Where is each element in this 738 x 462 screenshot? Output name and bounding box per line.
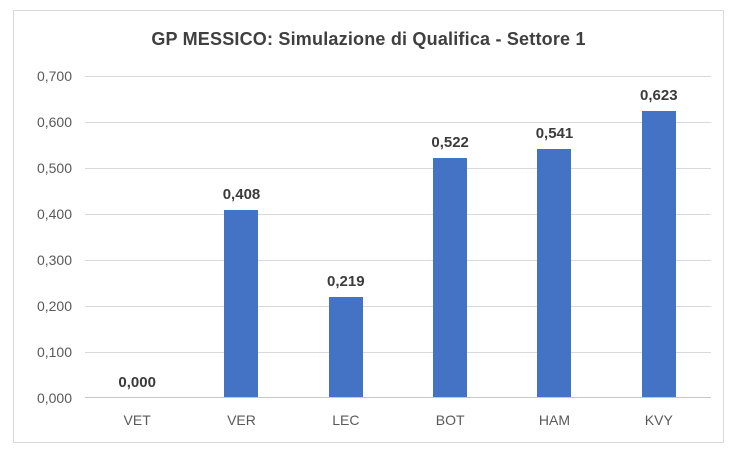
y-axis-tick-labels: 0,000 0,100 0,200 0,300 0,400 0,500 0,600 0,700 bbox=[14, 68, 72, 406]
bar-slot-bot: 0,522 bbox=[398, 76, 502, 398]
gridline bbox=[85, 122, 711, 123]
x-category-label-ham: HAM bbox=[538, 412, 571, 428]
bar-series: 0,000 0,408 0,219 0,522 0,541 0,623 bbox=[85, 76, 711, 398]
value-label-lec: 0,219 bbox=[327, 273, 365, 291]
value-label-ver: 0,408 bbox=[222, 186, 261, 204]
x-category-label-lec: LEC bbox=[332, 412, 360, 428]
gridline bbox=[85, 306, 711, 307]
y-tick-label: 0,100 bbox=[36, 344, 72, 360]
x-category-label-bot: BOT bbox=[435, 412, 465, 428]
y-tick-label: 0,000 bbox=[36, 390, 72, 406]
y-tick-label: 0,300 bbox=[36, 252, 72, 268]
bar-slot-kvy: 0,623 bbox=[607, 76, 711, 398]
value-label-bot: 0,522 bbox=[431, 133, 469, 151]
chart-title: GP MESSICO: Simulazione di Qualifica - S… bbox=[151, 29, 586, 49]
bar-slot-lec: 0,219 bbox=[294, 76, 398, 398]
y-tick-label: 0,500 bbox=[36, 160, 72, 176]
x-axis-category-labels: VET VER LEC BOT HAM KVY bbox=[85, 409, 711, 431]
value-label-kvy: 0,623 bbox=[640, 87, 678, 105]
y-tick-label: 0,700 bbox=[36, 68, 72, 84]
bar-slot-ham: 0,541 bbox=[502, 76, 606, 398]
chart-frame: GP MESSICO: Simulazione di Qualifica - S… bbox=[13, 10, 724, 443]
gridline bbox=[85, 168, 711, 169]
bar-kvy bbox=[641, 111, 676, 398]
gridline bbox=[85, 352, 711, 353]
bar-bot bbox=[433, 157, 468, 398]
bar-ham bbox=[537, 149, 572, 398]
value-label-ham: 0,541 bbox=[535, 125, 574, 143]
bar-lec bbox=[328, 297, 363, 398]
x-category-label-vet: VET bbox=[123, 412, 151, 428]
x-category-label-kvy: KVY bbox=[644, 412, 673, 428]
gridline bbox=[85, 260, 711, 261]
bar-slot-ver: 0,408 bbox=[189, 76, 293, 398]
value-label-vet: 0,000 bbox=[118, 374, 156, 391]
y-tick-label: 0,400 bbox=[36, 206, 72, 222]
gridline bbox=[85, 214, 711, 215]
y-tick-label: 0,200 bbox=[36, 298, 72, 314]
x-axis-line bbox=[85, 397, 711, 398]
bar-slot-vet: 0,000 bbox=[85, 76, 189, 398]
x-category-label-ver: VER bbox=[227, 412, 256, 428]
bar-ver bbox=[224, 210, 259, 398]
plot-area: 0,000 0,408 0,219 0,522 0,541 0,623 bbox=[85, 76, 711, 398]
gridline bbox=[85, 76, 711, 77]
y-tick-label: 0,600 bbox=[36, 114, 72, 130]
